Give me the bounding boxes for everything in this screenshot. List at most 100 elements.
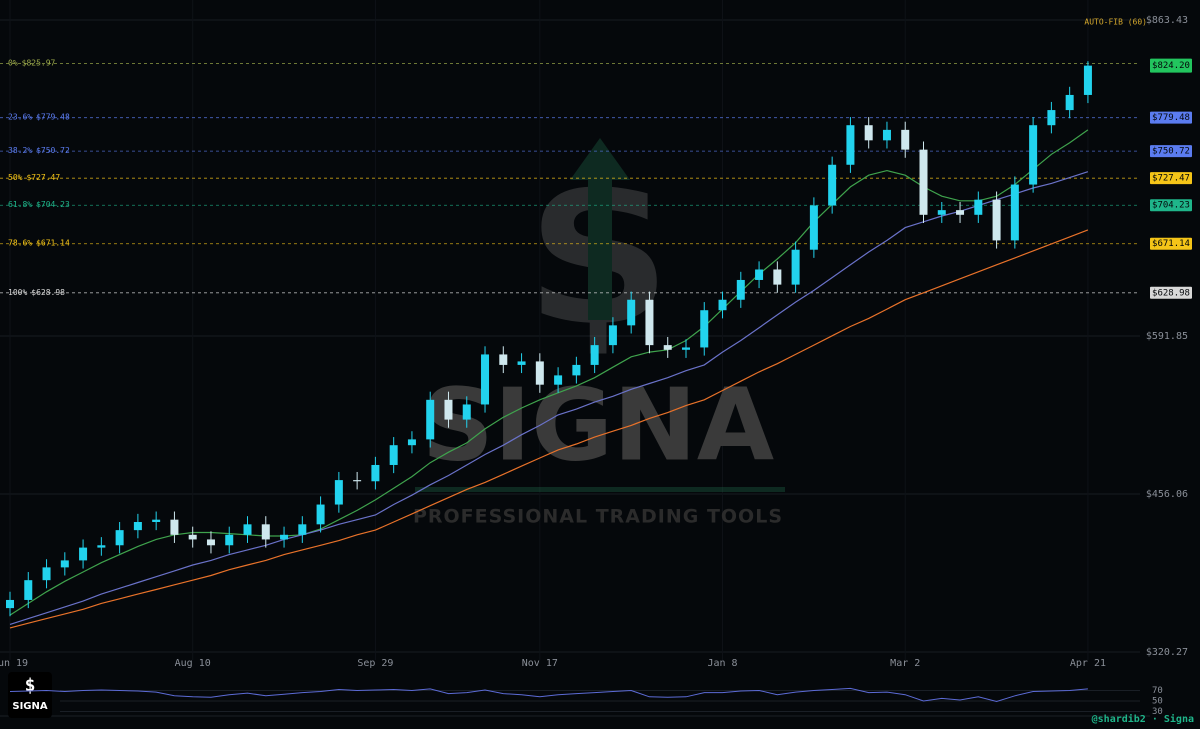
candle-body <box>1065 94 1074 111</box>
fib-label: 61.8% $704.23 <box>8 200 70 209</box>
average-line <box>9 129 1089 616</box>
candle-body <box>261 524 270 540</box>
x-tick-label: Apr 21 <box>1070 658 1106 669</box>
candle-body <box>60 560 69 568</box>
candle-body <box>590 345 599 365</box>
fib-price: $671.14 <box>36 238 70 247</box>
candle-body <box>499 354 508 365</box>
rsi-tick-label: 30 <box>1152 707 1163 717</box>
fib-ratio: 61.8% <box>8 200 32 209</box>
fib-price: $825.97 <box>22 58 56 67</box>
fib-badge <box>1150 237 1192 250</box>
candle-body <box>846 125 855 165</box>
fib-price: $779.48 <box>36 112 70 121</box>
candle-body <box>992 199 1001 241</box>
fib-ratio: 38.2% <box>8 146 32 155</box>
candle-body <box>755 269 764 280</box>
candle-body <box>645 299 654 346</box>
y-tick-label: $591.85 <box>1146 331 1188 342</box>
candle-body <box>956 210 965 215</box>
credit: @shardib2 · Signa <box>1092 713 1194 725</box>
candle-body <box>627 299 636 326</box>
fib-label: 100% $628.98 <box>8 287 65 296</box>
candle-body <box>334 480 343 505</box>
x-tick-label: Aug 10 <box>175 658 211 669</box>
fib-price: $628.98 <box>31 287 65 296</box>
watermark-tagline: PROFESSIONAL TRADING TOOLS <box>413 506 783 528</box>
fib-title: AUTO-FIB (60) <box>1084 18 1147 27</box>
candle-body <box>426 399 435 440</box>
average-line <box>9 229 1089 629</box>
rsi-tick-label: 70 <box>1152 686 1163 696</box>
fib-label: 23.6% $779.48 <box>8 112 70 121</box>
fib-ratio: 78.6% <box>8 238 32 247</box>
logo-text: SIGNA <box>12 701 48 712</box>
fib-badge-label: $727.47 <box>1152 174 1190 184</box>
fib-price: $704.23 <box>36 200 70 209</box>
logo-box <box>8 672 52 718</box>
rsi-line <box>9 687 1088 703</box>
average-line <box>9 171 1089 625</box>
grid <box>0 0 1140 660</box>
candle-body <box>444 399 453 420</box>
candle-body <box>554 375 563 385</box>
candle-body <box>152 519 161 522</box>
candle-body <box>572 364 581 376</box>
fib-badge <box>1150 145 1192 158</box>
candle-body <box>1010 184 1019 241</box>
candle-body <box>79 547 88 561</box>
candle-body <box>42 567 51 581</box>
candle-body <box>462 404 471 420</box>
candle-body <box>170 519 179 535</box>
y-tick-label: $320.27 <box>1146 647 1188 658</box>
candle-body <box>681 347 690 350</box>
candle-body <box>608 325 617 346</box>
fib-ratio: 50% <box>8 173 23 182</box>
candle-body <box>133 521 142 531</box>
fib-badge-label: $750.72 <box>1152 147 1190 157</box>
candle-body <box>882 129 891 141</box>
candle-body <box>407 439 416 446</box>
logo: $ SIGNA <box>8 672 52 718</box>
x-tick-label: Mar 2 <box>890 658 920 669</box>
last-price-badge <box>1150 58 1192 73</box>
x-tick-label: Sep 29 <box>357 658 393 669</box>
watermark-brand: SIGNA <box>422 366 774 483</box>
watermark-bar <box>415 487 785 492</box>
candle-body <box>937 210 946 215</box>
fib-ratio: 0% <box>8 58 18 67</box>
candle-body <box>663 345 672 350</box>
fib-badge-label: $628.98 <box>1152 288 1190 298</box>
candle-body <box>535 361 544 385</box>
candle-body <box>6 599 14 609</box>
candle-body <box>773 269 782 285</box>
candle-body <box>517 361 526 365</box>
candle-body <box>864 125 873 141</box>
candle-body <box>1029 125 1038 185</box>
candle-body <box>280 534 289 540</box>
logo-icon: $ <box>25 675 36 696</box>
candle-body <box>736 279 745 300</box>
fib-badge-label: $704.23 <box>1152 201 1190 211</box>
candle-body <box>700 310 709 348</box>
candle-body <box>188 534 197 540</box>
candle-body <box>316 504 325 525</box>
candle-body <box>206 539 215 546</box>
y-tick-label: $456.06 <box>1146 489 1188 500</box>
x-tick-label: Jun 19 <box>0 658 28 669</box>
fib-label: 38.2% $750.72 <box>8 146 70 155</box>
fib-price: $727.47 <box>26 173 60 182</box>
candle-body <box>371 464 380 482</box>
fib-badge <box>1150 199 1192 212</box>
candle-body <box>481 354 490 405</box>
candle-body <box>353 480 362 482</box>
candle-body <box>718 299 727 311</box>
fib-badge <box>1150 172 1192 185</box>
rsi-tick-label: 50 <box>1152 697 1163 707</box>
fib-badge-label: $779.48 <box>1152 113 1190 123</box>
candle-body <box>225 534 234 546</box>
candle-body <box>901 129 910 150</box>
candle-body <box>974 199 983 215</box>
candle-body <box>809 205 818 250</box>
